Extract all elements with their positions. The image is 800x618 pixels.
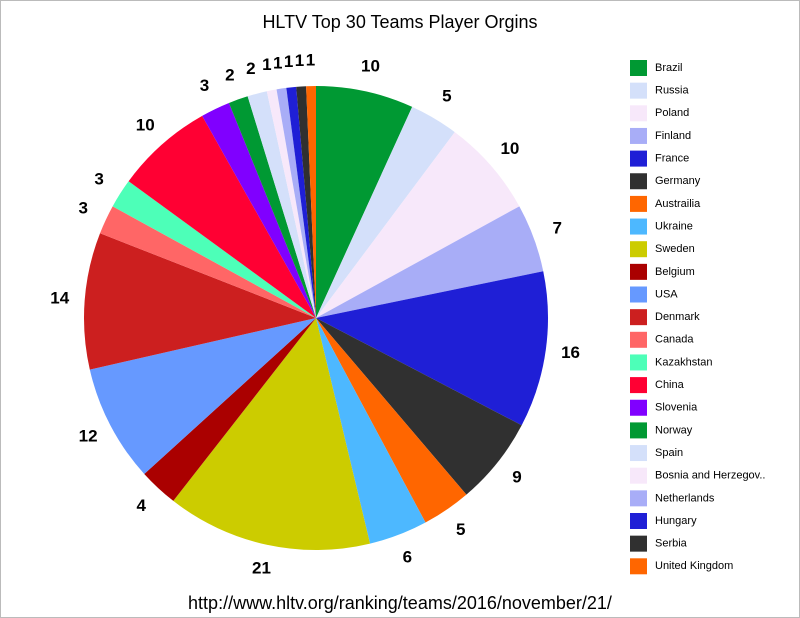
data-label: 12	[79, 426, 98, 445]
legend-label: United Kingdom	[655, 560, 733, 572]
legend-swatch	[630, 150, 647, 167]
data-label: 2	[246, 59, 255, 78]
legend-label: Denmark	[655, 311, 700, 323]
legend-swatch	[630, 241, 647, 258]
legend-label: Ukraine	[655, 220, 693, 232]
pie-slice	[83, 233, 316, 370]
legend-swatch	[630, 127, 647, 144]
data-label: 16	[561, 343, 580, 362]
pie-slice	[316, 206, 544, 318]
data-label: 3	[94, 170, 103, 189]
legend-swatch	[630, 445, 647, 462]
legend-label: Kazakhstan	[655, 356, 712, 368]
data-label: 10	[136, 115, 155, 134]
data-label: 3	[79, 198, 88, 217]
legend-swatch	[630, 422, 647, 439]
data-label: 4	[136, 496, 146, 515]
data-label: 9	[512, 468, 521, 487]
legend-swatch	[630, 309, 647, 326]
pie-slice	[296, 86, 316, 319]
legend-swatch	[630, 558, 647, 575]
pie-slice	[276, 87, 316, 318]
pie-slice	[266, 89, 316, 318]
data-label: 7	[552, 219, 561, 238]
legend-label: Serbia	[655, 538, 688, 550]
pie-slice	[100, 206, 316, 318]
legend-label: Norway	[655, 424, 693, 436]
data-label: 2	[225, 65, 234, 84]
legend-label: Poland	[655, 107, 689, 119]
data-label: 10	[500, 139, 519, 158]
pie-slice	[228, 96, 316, 319]
data-label: 6	[403, 548, 412, 567]
data-label: 1	[306, 51, 315, 70]
pie-slice	[306, 86, 316, 318]
legend-label: Russia	[655, 85, 690, 97]
data-label: 10	[361, 56, 380, 75]
legend-swatch	[630, 490, 647, 507]
pie-slice	[316, 318, 522, 495]
legend-label: USA	[655, 288, 678, 300]
data-label: 1	[284, 52, 293, 71]
pie-slice	[316, 106, 455, 318]
data-label: 1	[295, 51, 304, 70]
legend-swatch	[630, 105, 647, 122]
pie-slice	[316, 271, 548, 426]
legend-label: Slovenia	[655, 402, 698, 414]
legend-label: Hungary	[655, 515, 697, 527]
data-label: 21	[252, 559, 271, 578]
data-label: 1	[262, 55, 271, 74]
pie-slice	[286, 86, 316, 318]
pie-slice	[144, 318, 316, 501]
legend-swatch	[630, 60, 647, 76]
legend-swatch	[630, 82, 647, 99]
pie-slice	[316, 318, 467, 523]
legend-swatch	[630, 535, 647, 552]
legend-label: Belgium	[655, 266, 695, 278]
legend-swatch	[630, 377, 647, 394]
pie-slice	[316, 318, 426, 544]
legend-label: Finland	[655, 130, 691, 142]
legend-swatch	[630, 286, 647, 303]
pie-slice	[247, 91, 316, 318]
legend-swatch	[630, 173, 647, 190]
pie-slice	[173, 318, 371, 550]
legend-label: Netherlands	[655, 492, 715, 504]
legend-swatch	[630, 218, 647, 235]
legend-swatch	[630, 331, 647, 348]
pie-slice	[112, 181, 316, 318]
legend-label: Germany	[655, 175, 701, 187]
legend-label: Spain	[655, 447, 683, 459]
pie-slice	[316, 132, 520, 318]
legend-swatch	[630, 263, 647, 280]
caption: http://www.hltv.org/ranking/teams/2016/n…	[188, 593, 612, 613]
pie-slice	[202, 102, 316, 318]
legend-swatch	[630, 513, 647, 529]
legend-label: Brazil	[655, 62, 683, 74]
legend-label: Bosnia and Herzegov..	[655, 470, 765, 482]
legend-swatch	[630, 467, 647, 484]
legend-label: China	[655, 379, 685, 391]
data-label: 1	[273, 53, 282, 72]
legend-label: Canada	[655, 334, 694, 346]
pie-slice	[316, 86, 413, 318]
legend-label: France	[655, 153, 689, 165]
data-label: 14	[50, 288, 69, 307]
pie-slice	[128, 115, 316, 318]
legend-label: Austrailia	[655, 198, 701, 210]
legend-swatch	[630, 399, 647, 416]
chart-title: HLTV Top 30 Teams Player Orgins	[262, 12, 537, 32]
pie-slice	[89, 318, 316, 474]
legend-label: Sweden	[655, 243, 695, 255]
legend-swatch	[630, 354, 647, 371]
data-label: 3	[200, 76, 209, 95]
data-label: 5	[442, 86, 451, 105]
data-label: 5	[456, 520, 465, 539]
legend-swatch	[630, 195, 647, 212]
